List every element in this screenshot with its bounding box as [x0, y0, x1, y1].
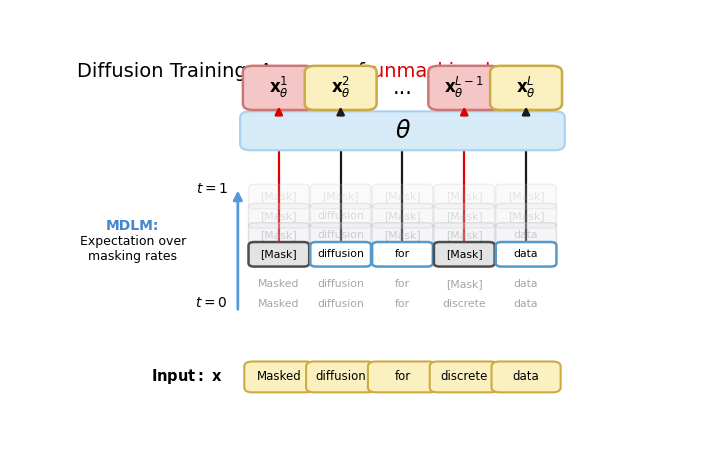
Text: Diffusion Training: Average of: Diffusion Training: Average of: [78, 62, 371, 81]
FancyBboxPatch shape: [310, 242, 371, 267]
FancyBboxPatch shape: [249, 203, 309, 228]
Text: discrete: discrete: [442, 299, 486, 309]
FancyBboxPatch shape: [434, 223, 494, 248]
FancyBboxPatch shape: [304, 66, 376, 110]
Text: [Mask]: [Mask]: [446, 230, 483, 240]
Text: for: for: [395, 249, 410, 259]
Text: [Mask]: [Mask]: [507, 192, 544, 202]
FancyBboxPatch shape: [434, 203, 494, 228]
Text: ...: ...: [392, 78, 413, 98]
FancyBboxPatch shape: [496, 242, 556, 267]
Text: $\mathbf{Input:}$ $\mathbf{x}$: $\mathbf{Input:}$ $\mathbf{x}$: [151, 368, 223, 386]
FancyBboxPatch shape: [310, 223, 371, 248]
Text: [Mask]: [Mask]: [384, 192, 420, 202]
Text: data: data: [514, 279, 539, 289]
FancyBboxPatch shape: [310, 184, 371, 209]
Text: [Mask]: [Mask]: [260, 192, 297, 202]
Text: [Mask]: [Mask]: [507, 211, 544, 221]
FancyBboxPatch shape: [240, 111, 565, 150]
FancyBboxPatch shape: [492, 362, 560, 392]
FancyBboxPatch shape: [372, 223, 433, 248]
Text: for: for: [395, 279, 410, 289]
Text: $\mathbf{x}_{\theta}^{L-1}$: $\mathbf{x}_{\theta}^{L-1}$: [444, 76, 484, 101]
FancyBboxPatch shape: [496, 223, 556, 248]
Text: $\mathbf{x}_{\theta}^{2}$: $\mathbf{x}_{\theta}^{2}$: [331, 76, 351, 101]
Text: [Mask]: [Mask]: [323, 192, 359, 202]
Text: diffusion: diffusion: [318, 279, 364, 289]
Text: [Mask]: [Mask]: [446, 211, 483, 221]
Text: Masked: Masked: [258, 279, 299, 289]
FancyBboxPatch shape: [496, 203, 556, 228]
FancyBboxPatch shape: [372, 184, 433, 209]
Text: [Mask]: [Mask]: [260, 230, 297, 240]
FancyBboxPatch shape: [249, 242, 309, 267]
Text: $t=1$: $t=1$: [196, 182, 228, 197]
FancyBboxPatch shape: [368, 362, 437, 392]
FancyBboxPatch shape: [490, 66, 562, 110]
Text: Masked: Masked: [258, 299, 299, 309]
Text: diffusion: diffusion: [318, 249, 364, 259]
Text: Expectation over
masking rates: Expectation over masking rates: [80, 235, 186, 263]
Text: MDLM:: MDLM:: [106, 219, 160, 233]
Text: [Mask]: [Mask]: [446, 279, 483, 289]
Text: $t=0$: $t=0$: [196, 296, 228, 310]
Text: data: data: [513, 370, 539, 384]
FancyBboxPatch shape: [434, 184, 494, 209]
FancyBboxPatch shape: [306, 362, 376, 392]
FancyBboxPatch shape: [249, 223, 309, 248]
Text: Masked: Masked: [257, 370, 301, 384]
Text: unmasking losses: unmasking losses: [371, 62, 544, 81]
FancyBboxPatch shape: [428, 66, 500, 110]
Text: [Mask]: [Mask]: [260, 249, 297, 259]
Text: diffusion: diffusion: [318, 230, 364, 240]
FancyBboxPatch shape: [244, 362, 313, 392]
FancyBboxPatch shape: [249, 184, 309, 209]
Text: diffusion: diffusion: [318, 299, 364, 309]
FancyBboxPatch shape: [430, 362, 499, 392]
Text: [Mask]: [Mask]: [384, 211, 420, 221]
Text: for: for: [395, 299, 410, 309]
Text: diffusion: diffusion: [315, 370, 366, 384]
Text: discrete: discrete: [441, 370, 488, 384]
Text: [Mask]: [Mask]: [446, 192, 483, 202]
Text: data: data: [514, 249, 539, 259]
Text: $\mathbf{x}_{\theta}^{1}$: $\mathbf{x}_{\theta}^{1}$: [269, 76, 289, 101]
FancyBboxPatch shape: [243, 66, 315, 110]
Text: diffusion: diffusion: [318, 211, 364, 221]
Text: θ: θ: [395, 119, 410, 143]
Text: data: data: [514, 299, 539, 309]
FancyBboxPatch shape: [434, 242, 494, 267]
Text: for: for: [394, 370, 410, 384]
Text: data: data: [514, 230, 539, 240]
Text: [Mask]: [Mask]: [384, 230, 420, 240]
Text: [Mask]: [Mask]: [260, 211, 297, 221]
FancyBboxPatch shape: [372, 242, 433, 267]
FancyBboxPatch shape: [372, 203, 433, 228]
Text: $\mathbf{x}_{\theta}^{L}$: $\mathbf{x}_{\theta}^{L}$: [516, 76, 536, 101]
Text: [Mask]: [Mask]: [446, 249, 483, 259]
FancyBboxPatch shape: [496, 184, 556, 209]
FancyBboxPatch shape: [310, 203, 371, 228]
